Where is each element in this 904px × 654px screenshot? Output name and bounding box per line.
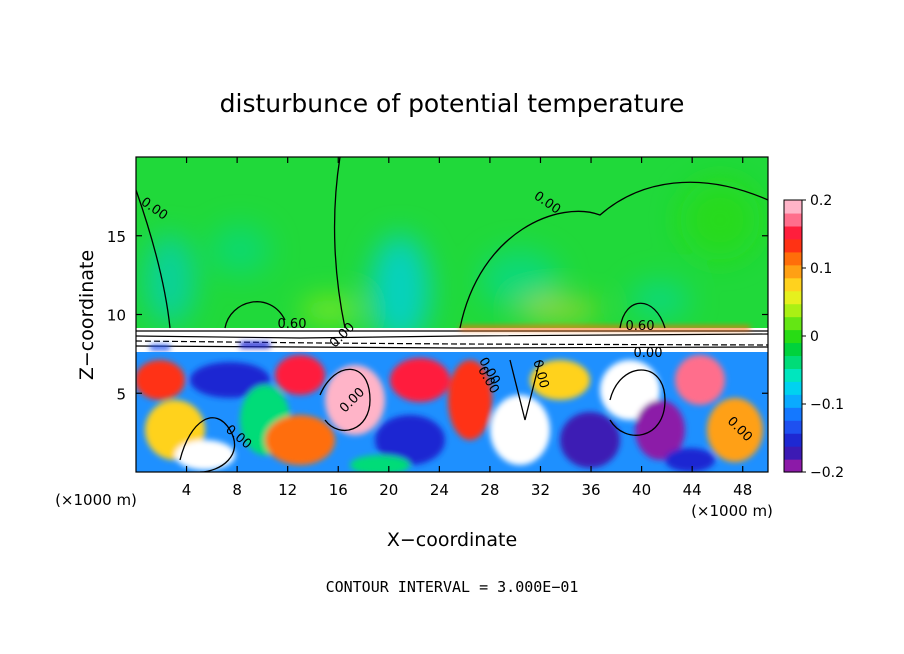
y-axis-ticks: 5 10 15: [107, 228, 768, 403]
colorbar-swatch: [784, 225, 802, 240]
colorbar-swatch: [784, 355, 802, 369]
x-tick-label: 12: [278, 481, 297, 499]
contour-label: 0.60: [278, 317, 307, 332]
x-tick-label: 32: [531, 481, 550, 499]
colorbar-swatch: [784, 264, 802, 279]
colorbar-swatch: [784, 251, 802, 266]
x-axis-label: X−coordinate: [387, 529, 517, 551]
colorbar-swatch: [784, 200, 802, 214]
colorbar-swatch: [784, 290, 802, 305]
colorbar-swatch: [784, 433, 802, 447]
transition-colors: [150, 326, 750, 350]
x-tick-label: 48: [733, 481, 752, 499]
y-tick-label: 10: [107, 307, 126, 325]
colorbar-tick-label: 0.2: [810, 193, 832, 209]
x-tick-label: 24: [430, 481, 449, 499]
colorbar-tick-label: 0.1: [810, 261, 832, 277]
transition-stripes: [136, 330, 768, 349]
colorbar-ticks: 0.2 0.1 0 −0.1 −0.2: [802, 193, 844, 481]
colorbar-tick-label: 0: [810, 329, 819, 345]
plot-area: [136, 157, 768, 472]
colorbar-swatch: [784, 446, 802, 460]
colorbar-swatch: [784, 316, 802, 331]
x-tick-label: 20: [379, 481, 398, 499]
x-axis-ticks: 4 8 12 16 20 24 28 32 36 40 44 48: [182, 157, 752, 499]
contour-label: 0.00: [529, 358, 551, 390]
colorbar-swatch: [784, 407, 802, 421]
x-tick-label: 4: [182, 481, 192, 499]
turbulent-blobs: [136, 355, 763, 472]
colorbar-swatch: [784, 368, 802, 382]
colorbar-swatch: [784, 303, 802, 318]
contour-lines: [136, 157, 768, 472]
colorbar-tick-label: −0.2: [810, 465, 844, 481]
z-axis-unit: (×1000 m): [691, 502, 773, 520]
upper-layer-blobs: [145, 180, 760, 345]
colorbar-swatch: [784, 459, 802, 473]
colorbar-swatch: [784, 212, 802, 227]
contour-interval-note: CONTOUR INTERVAL = 3.000E−01: [326, 578, 579, 596]
colorbar-tick-label: −0.1: [810, 397, 844, 413]
y-tick-label: 15: [107, 228, 126, 246]
x-tick-label: 8: [232, 481, 242, 499]
x-axis-unit: (×1000 m): [55, 491, 137, 509]
contour-label: 0.60: [626, 319, 655, 334]
colorbar-swatch: [784, 420, 802, 434]
colorbar-swatch: [784, 342, 802, 357]
colorbar-swatch: [784, 238, 802, 253]
x-tick-label: 44: [683, 481, 702, 499]
colorbar-swatch: [784, 277, 802, 292]
colorbar: [784, 200, 802, 473]
y-axis-label: Z−coordinate: [76, 250, 98, 380]
x-tick-label: 28: [480, 481, 499, 499]
colorbar-swatch: [784, 381, 802, 395]
x-tick-label: 40: [632, 481, 651, 499]
colorbar-swatch: [784, 329, 802, 344]
chart-title: disturbunce of potential temperature: [220, 89, 685, 118]
y-tick-label: 5: [116, 385, 126, 403]
colorbar-swatch: [784, 394, 802, 408]
x-tick-label: 16: [329, 481, 348, 499]
contour-label: 0.00: [634, 346, 663, 361]
x-tick-label: 36: [581, 481, 600, 499]
